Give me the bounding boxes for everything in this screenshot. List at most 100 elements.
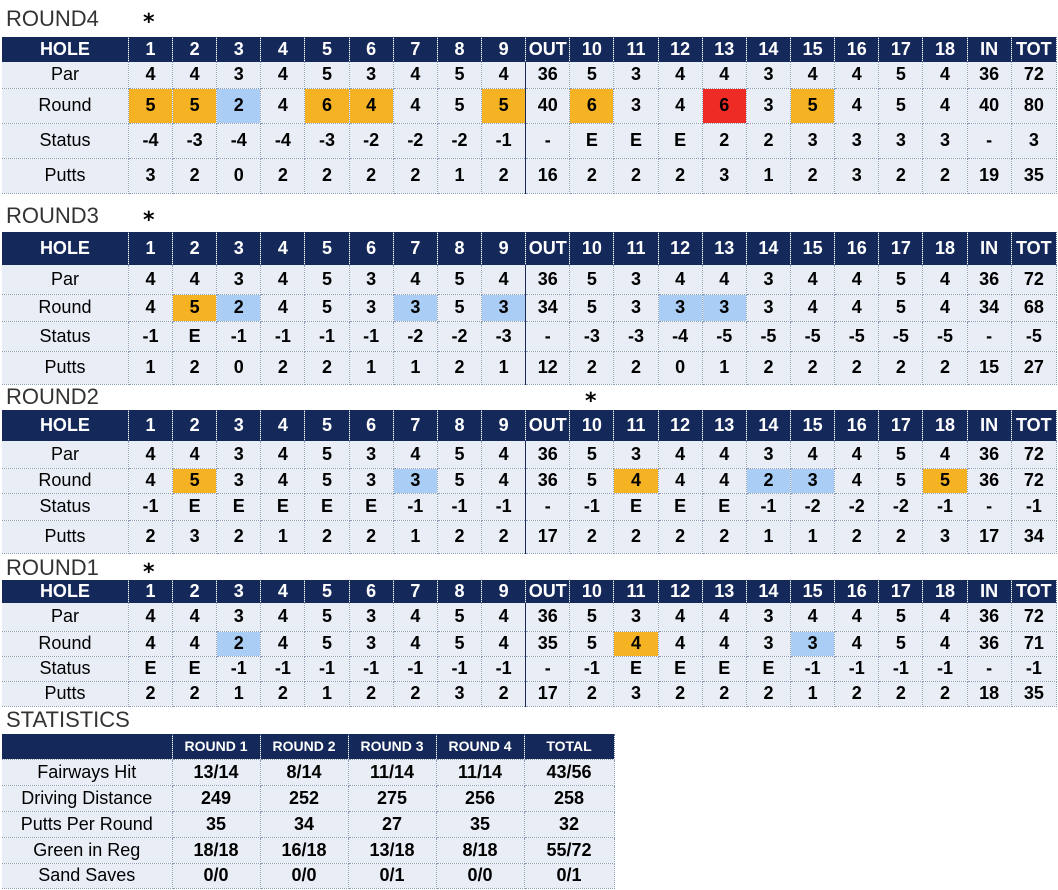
hole-number: 7 xyxy=(393,37,438,62)
score-cell: E xyxy=(172,656,218,682)
score-cell: 3 xyxy=(613,681,659,707)
score-cell: 2 xyxy=(790,158,836,194)
stat-header-total: TOTAL xyxy=(524,734,615,760)
row-label: Putts xyxy=(2,681,129,707)
score-cell: 4 xyxy=(834,441,880,469)
score-cell: 4 xyxy=(922,88,968,124)
score-cell: -2 xyxy=(393,123,438,159)
score-cell: 4 xyxy=(172,603,218,632)
score-cell: -1 xyxy=(569,493,615,521)
score-cell: 4 xyxy=(702,603,747,632)
score-cell: 2 xyxy=(878,351,924,385)
score-cell: 72 xyxy=(1011,265,1058,295)
hole-number: 11 xyxy=(613,37,659,62)
stat-value: 0/1 xyxy=(524,863,615,889)
score-cell: 5 xyxy=(878,441,924,469)
hole-number: IN xyxy=(967,37,1012,62)
score-cell: E xyxy=(658,493,703,521)
stat-row-gir: Green in Reg 18/18 16/18 13/18 8/18 55/7… xyxy=(2,837,615,864)
score-cell: 5 xyxy=(304,294,350,322)
score-cell: 4 xyxy=(658,265,703,295)
score-cell: 36 xyxy=(967,468,1012,494)
score-cell: -1 xyxy=(790,656,836,682)
hole-number: OUT xyxy=(525,580,571,603)
hole-header-row: HOLE 1 2 3 4 5 6 7 8 9 OUT 10 11 12 13 14 15 16 17 18 IN TOT xyxy=(2,410,1058,441)
hole-number: 4 xyxy=(260,410,306,441)
round-row: Round 5 5 2 4 6 4 4 5 5 40 6 3 4 6 3 5 4 5 4 40 80 xyxy=(2,88,1058,124)
round4-marker: * xyxy=(143,10,155,35)
score-cell: 4 xyxy=(702,62,747,89)
score-cell: - xyxy=(967,493,1012,521)
score-cell: 4 xyxy=(658,441,703,469)
score-cell: 2 xyxy=(172,158,218,194)
row-label: Status xyxy=(2,123,129,159)
row-label: Putts xyxy=(2,158,129,194)
stat-value: 0/0 xyxy=(436,863,525,889)
score-cell: 36 xyxy=(967,62,1012,89)
row-label: Putts xyxy=(2,520,129,554)
par-row: Par 4 4 3 4 5 3 4 5 4 36 5 3 4 4 3 4 4 5 4 36 72 xyxy=(2,62,1058,89)
score-cell: 4 xyxy=(834,468,880,494)
score-cell: 5 xyxy=(437,631,483,657)
hole-number: 11 xyxy=(613,232,659,265)
hole-number: 9 xyxy=(481,37,527,62)
stat-value: 35 xyxy=(436,811,525,838)
score-cell: -3 xyxy=(304,123,350,159)
score-cell: -1 xyxy=(922,656,968,682)
score-cell: 3 xyxy=(658,294,703,322)
score-cell: 12 xyxy=(525,351,571,385)
score-cell: 4 xyxy=(172,441,218,469)
score-cell: 4 xyxy=(260,603,306,632)
score-cell: 72 xyxy=(1011,441,1058,469)
score-cell: 4 xyxy=(393,441,438,469)
score-cell: 3 xyxy=(702,158,747,194)
score-cell: 2 xyxy=(834,520,880,554)
hole-number: 5 xyxy=(304,410,350,441)
score-cell: 2 xyxy=(304,351,350,385)
hole-number: 17 xyxy=(878,410,924,441)
score-cell: 2 xyxy=(569,681,615,707)
hole-number: 15 xyxy=(790,37,836,62)
hole-number: 5 xyxy=(304,232,350,265)
score-cell: 2 xyxy=(172,351,218,385)
stat-header-round2: ROUND 2 xyxy=(260,734,349,760)
score-cell: E xyxy=(172,493,218,521)
score-cell: 4 xyxy=(702,631,747,657)
hole-number: 14 xyxy=(746,37,792,62)
score-cell: 4 xyxy=(260,265,306,295)
score-cell: -1 xyxy=(304,656,350,682)
score-cell: 3 xyxy=(834,123,880,159)
score-cell: 4 xyxy=(658,88,703,124)
status-row: Status -1 E E E E E -1 -1 -1- -1 E E E -1 -2 -2 -2 -1- -1 xyxy=(2,493,1058,521)
score-cell: 35 xyxy=(525,631,571,657)
hole-number: 6 xyxy=(349,37,394,62)
round3-title: ROUND3 xyxy=(6,203,99,228)
score-cell: -1 xyxy=(569,656,615,682)
hole-number: 10 xyxy=(569,232,615,265)
score-cell: 2 xyxy=(922,351,968,385)
score-cell: -1 xyxy=(746,493,792,521)
score-cell: -2 xyxy=(790,493,836,521)
stat-row-driving: Driving Distance 249 252 275 256 258 xyxy=(2,785,615,812)
stat-label: Driving Distance xyxy=(2,785,173,812)
score-cell: 2 xyxy=(569,158,615,194)
score-cell: 4 xyxy=(834,294,880,322)
score-cell: 2 xyxy=(304,158,350,194)
score-cell: 3 xyxy=(216,468,262,494)
score-cell: 34 xyxy=(967,294,1012,322)
score-cell: 5 xyxy=(569,631,615,657)
row-label: Putts xyxy=(2,351,129,385)
score-cell: -5 xyxy=(702,321,747,352)
score-cell: 4 xyxy=(260,631,306,657)
score-cell: -1 xyxy=(216,321,262,352)
score-cell: 3 xyxy=(922,520,968,554)
score-cell: 3 xyxy=(481,294,527,322)
score-cell: 4 xyxy=(658,468,703,494)
round-row: Round 4 4 2 4 5 3 4 5 4 35 5 4 4 4 3 3 4 5 4 36 71 xyxy=(2,631,1058,657)
score-cell: 15 xyxy=(967,351,1012,385)
round3-marker: * xyxy=(143,208,155,233)
row-label: Status xyxy=(2,493,129,521)
score-cell: 35 xyxy=(1011,158,1058,194)
score-cell: 4 xyxy=(790,265,836,295)
row-label: Par xyxy=(2,62,129,89)
